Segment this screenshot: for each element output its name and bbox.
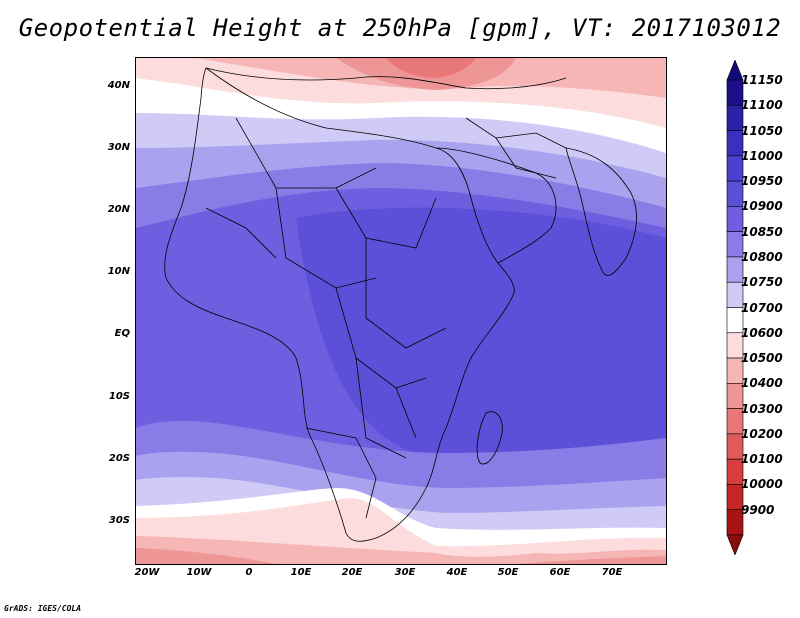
legend-level-label: 10750 (741, 275, 783, 290)
legend-level-label: 10850 (741, 224, 783, 239)
field-10300-north (386, 58, 476, 78)
legend-level-label: 10200 (741, 426, 783, 441)
legend-level-label: 11000 (741, 148, 783, 163)
legend-level-label: 10900 (741, 199, 783, 214)
map-panel[interactable] (135, 57, 667, 565)
lon-tick-20w: 20W (134, 567, 160, 578)
legend-level-label: 10300 (741, 401, 783, 416)
legend-level-label: 10950 (741, 174, 783, 189)
lon-tick-60e: 60E (549, 567, 571, 578)
lon-tick-0: 0 (245, 567, 253, 578)
legend-level-label: 10000 (741, 477, 783, 492)
lon-tick-10w: 10W (186, 567, 212, 578)
legend-swatches (726, 60, 744, 555)
contour-map (136, 58, 666, 564)
legend-level-label: 11150 (741, 73, 783, 87)
color-bar (726, 60, 744, 555)
legend-level-label: 11050 (741, 123, 783, 138)
lon-tick-70e: 70E (601, 567, 623, 578)
legend-level-label: 10700 (741, 300, 783, 315)
legend-level-label: 10400 (741, 376, 783, 391)
lon-tick-10e: 10E (290, 567, 312, 578)
lat-tick-30s: 30S (108, 515, 130, 526)
coastlines (164, 67, 637, 542)
lat-tick-eq: EQ (114, 328, 130, 339)
field-10500-south (136, 536, 666, 564)
lon-tick-30e: 30E (394, 567, 416, 578)
lat-tick-30n: 30N (107, 142, 130, 153)
legend-level-label: 9900 (741, 502, 775, 517)
lon-tick-40e: 40E (446, 567, 468, 578)
map-title: Geopotential Height at 250hPa [gpm], VT:… (18, 14, 782, 42)
field-10950 (296, 207, 666, 488)
field-10400-south-west (136, 548, 276, 564)
lat-tick-20s: 20S (108, 453, 130, 464)
legend-level-label: 11100 (741, 98, 783, 113)
color-legend: 11150 11100 11050 11000 10950 10900 10850 10800… (725, 60, 800, 555)
credit-text: GrADS: IGES/COLA (4, 604, 82, 613)
lon-tick-50e: 50E (497, 567, 519, 578)
lat-tick-10s: 10S (108, 391, 130, 402)
lon-tick-20e: 20E (341, 567, 363, 578)
field-10400-south-east (516, 556, 666, 564)
lat-tick-20n: 20N (107, 204, 130, 215)
lat-tick-40n: 40N (107, 80, 130, 91)
legend-level-label: 10600 (741, 325, 783, 340)
legend-level-label: 10800 (741, 249, 783, 264)
legend-level-label: 10100 (741, 452, 783, 467)
lat-tick-10n: 10N (107, 266, 130, 277)
legend-overflow-bottom (726, 534, 744, 555)
legend-level-label: 10500 (741, 351, 783, 366)
